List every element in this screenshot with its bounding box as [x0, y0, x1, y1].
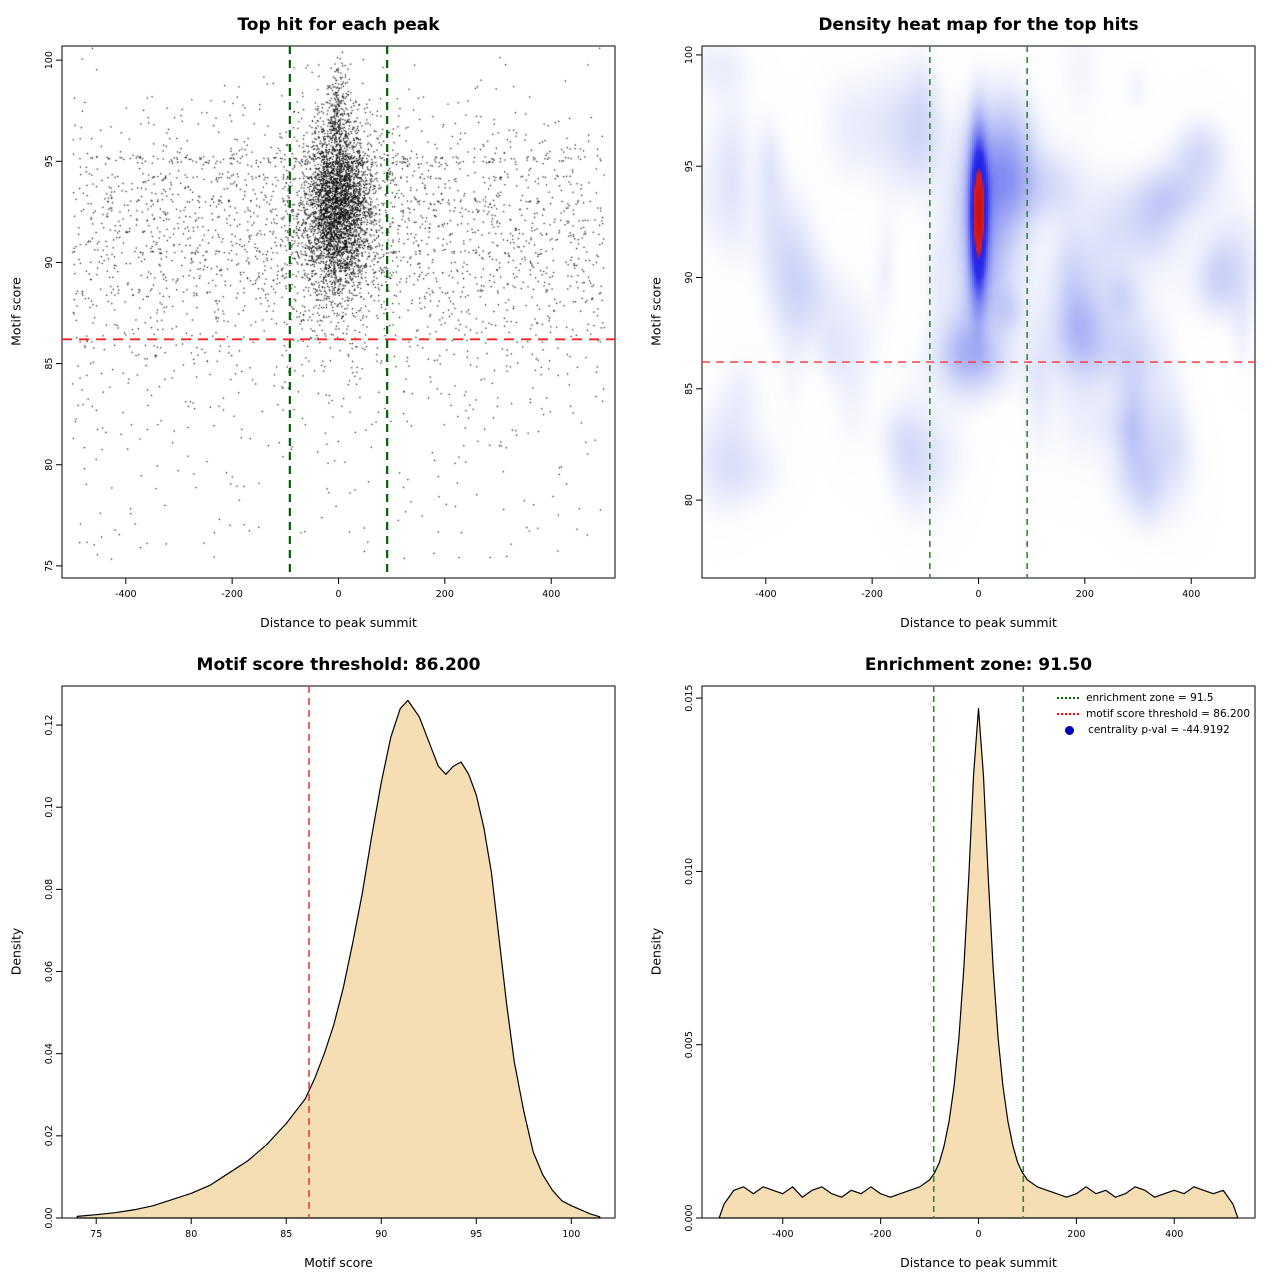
- x-axis-label: Motif score: [304, 1255, 373, 1270]
- panel-density-heatmap: -400 -200 0 200 400 80 85 90 95 100 Density heat …: [640, 0, 1280, 640]
- svg-text:75: 75: [90, 1229, 102, 1240]
- svg-text:400: 400: [1165, 1229, 1183, 1240]
- x-axis-label: Distance to peak summit: [260, 615, 417, 630]
- svg-text:0.06: 0.06: [44, 961, 55, 982]
- legend-label: centrality p-val = -44.9192: [1088, 724, 1230, 736]
- svg-text:-400: -400: [772, 1229, 794, 1240]
- panel-enrichment-zone-density: -400 -200 0 200 400 0.000 0.005 0.010 0.015 Enri…: [640, 640, 1280, 1280]
- heatmap-canvas: [640, 0, 1280, 640]
- svg-text:0.010: 0.010: [684, 858, 695, 885]
- svg-text:100: 100: [44, 51, 55, 69]
- panel-title: Motif score threshold: 86.200: [196, 655, 481, 675]
- legend-item-motif-threshold: motif score threshold = 86.200: [1057, 706, 1250, 722]
- svg-text:0: 0: [335, 589, 341, 600]
- y-axis-label: Density: [648, 927, 664, 976]
- svg-text:100: 100: [562, 1229, 580, 1240]
- svg-text:80: 80: [684, 494, 695, 506]
- panel-motif-score-density: 75 80 85 90 95 100 0.00 0.02 0.04 0.06 0.08 0.10 0.1…: [0, 640, 640, 1280]
- svg-text:200: 200: [436, 589, 454, 600]
- green-dotted-line-icon: [1057, 697, 1080, 699]
- svg-text:85: 85: [44, 358, 55, 370]
- y-axis-label: Motif score: [8, 277, 24, 346]
- x-axis-label: Distance to peak summit: [900, 1255, 1057, 1270]
- svg-text:100: 100: [684, 46, 695, 64]
- y-axis-label: Motif score: [648, 277, 664, 346]
- blue-point-icon: [1065, 725, 1075, 735]
- svg-text:-200: -200: [870, 1229, 892, 1240]
- svg-text:85: 85: [280, 1229, 292, 1240]
- svg-text:0.10: 0.10: [44, 797, 55, 818]
- legend-item-enrichment-zone: enrichment zone = 91.5: [1057, 690, 1250, 706]
- legend-label: enrichment zone = 91.5: [1086, 692, 1214, 704]
- svg-text:0.005: 0.005: [684, 1031, 695, 1058]
- svg-text:95: 95: [44, 155, 55, 167]
- svg-text:0: 0: [975, 589, 981, 600]
- svg-text:80: 80: [185, 1229, 197, 1240]
- scatter-points-canvas: [0, 0, 640, 640]
- svg-text:0.04: 0.04: [44, 1043, 55, 1064]
- svg-text:0.00: 0.00: [44, 1207, 55, 1228]
- legend-label: motif score threshold = 86.200: [1086, 708, 1250, 720]
- legend: enrichment zone = 91.5 motif score thres…: [1057, 690, 1250, 738]
- svg-text:400: 400: [1182, 589, 1200, 600]
- svg-text:0.02: 0.02: [44, 1125, 55, 1146]
- svg-text:200: 200: [1067, 1229, 1085, 1240]
- motif-score-density-plot: 75 80 85 90 95 100 0.00 0.02 0.04 0.06 0.08 0.10 0.1…: [44, 685, 616, 1240]
- svg-text:90: 90: [375, 1229, 387, 1240]
- svg-text:-400: -400: [115, 589, 137, 600]
- red-dotted-line-icon: [1057, 713, 1080, 715]
- svg-text:0.000: 0.000: [684, 1204, 695, 1231]
- heatmap-axes: -400 -200 0 200 400 80 85 90 95 100: [684, 45, 1256, 600]
- svg-text:-400: -400: [755, 589, 777, 600]
- svg-text:85: 85: [684, 383, 695, 395]
- svg-text:-200: -200: [861, 589, 883, 600]
- panel-top-hit-scatter: -400 -200 0 200 400 75 80 85 90 95 100 Top hit for…: [0, 0, 640, 640]
- x-axis-label: Distance to peak summit: [900, 615, 1057, 630]
- svg-text:95: 95: [684, 160, 695, 172]
- panel-title: Top hit for each peak: [237, 15, 440, 35]
- svg-text:0: 0: [975, 1229, 981, 1240]
- svg-text:0.12: 0.12: [44, 714, 55, 735]
- svg-text:80: 80: [44, 459, 55, 471]
- panel-title: Enrichment zone: 91.50: [864, 655, 1093, 675]
- svg-text:400: 400: [542, 589, 560, 600]
- svg-text:0.08: 0.08: [44, 879, 55, 900]
- svg-text:75: 75: [44, 560, 55, 572]
- svg-text:-200: -200: [221, 589, 243, 600]
- scatter-axes: -400 -200 0 200 400 75 80 85 90 95 100: [44, 45, 616, 600]
- svg-text:90: 90: [684, 271, 695, 283]
- panel-title: Density heat map for the top hits: [818, 15, 1139, 35]
- legend-item-centrality-pval: centrality p-val = -44.9192: [1057, 722, 1250, 738]
- svg-text:90: 90: [44, 256, 55, 268]
- y-axis-label: Density: [8, 927, 24, 976]
- svg-text:95: 95: [470, 1229, 482, 1240]
- svg-text:0.015: 0.015: [684, 685, 695, 712]
- enrichment-zone-density-plot: -400 -200 0 200 400 0.000 0.005 0.010 0.015: [684, 685, 1256, 1240]
- svg-text:200: 200: [1076, 589, 1094, 600]
